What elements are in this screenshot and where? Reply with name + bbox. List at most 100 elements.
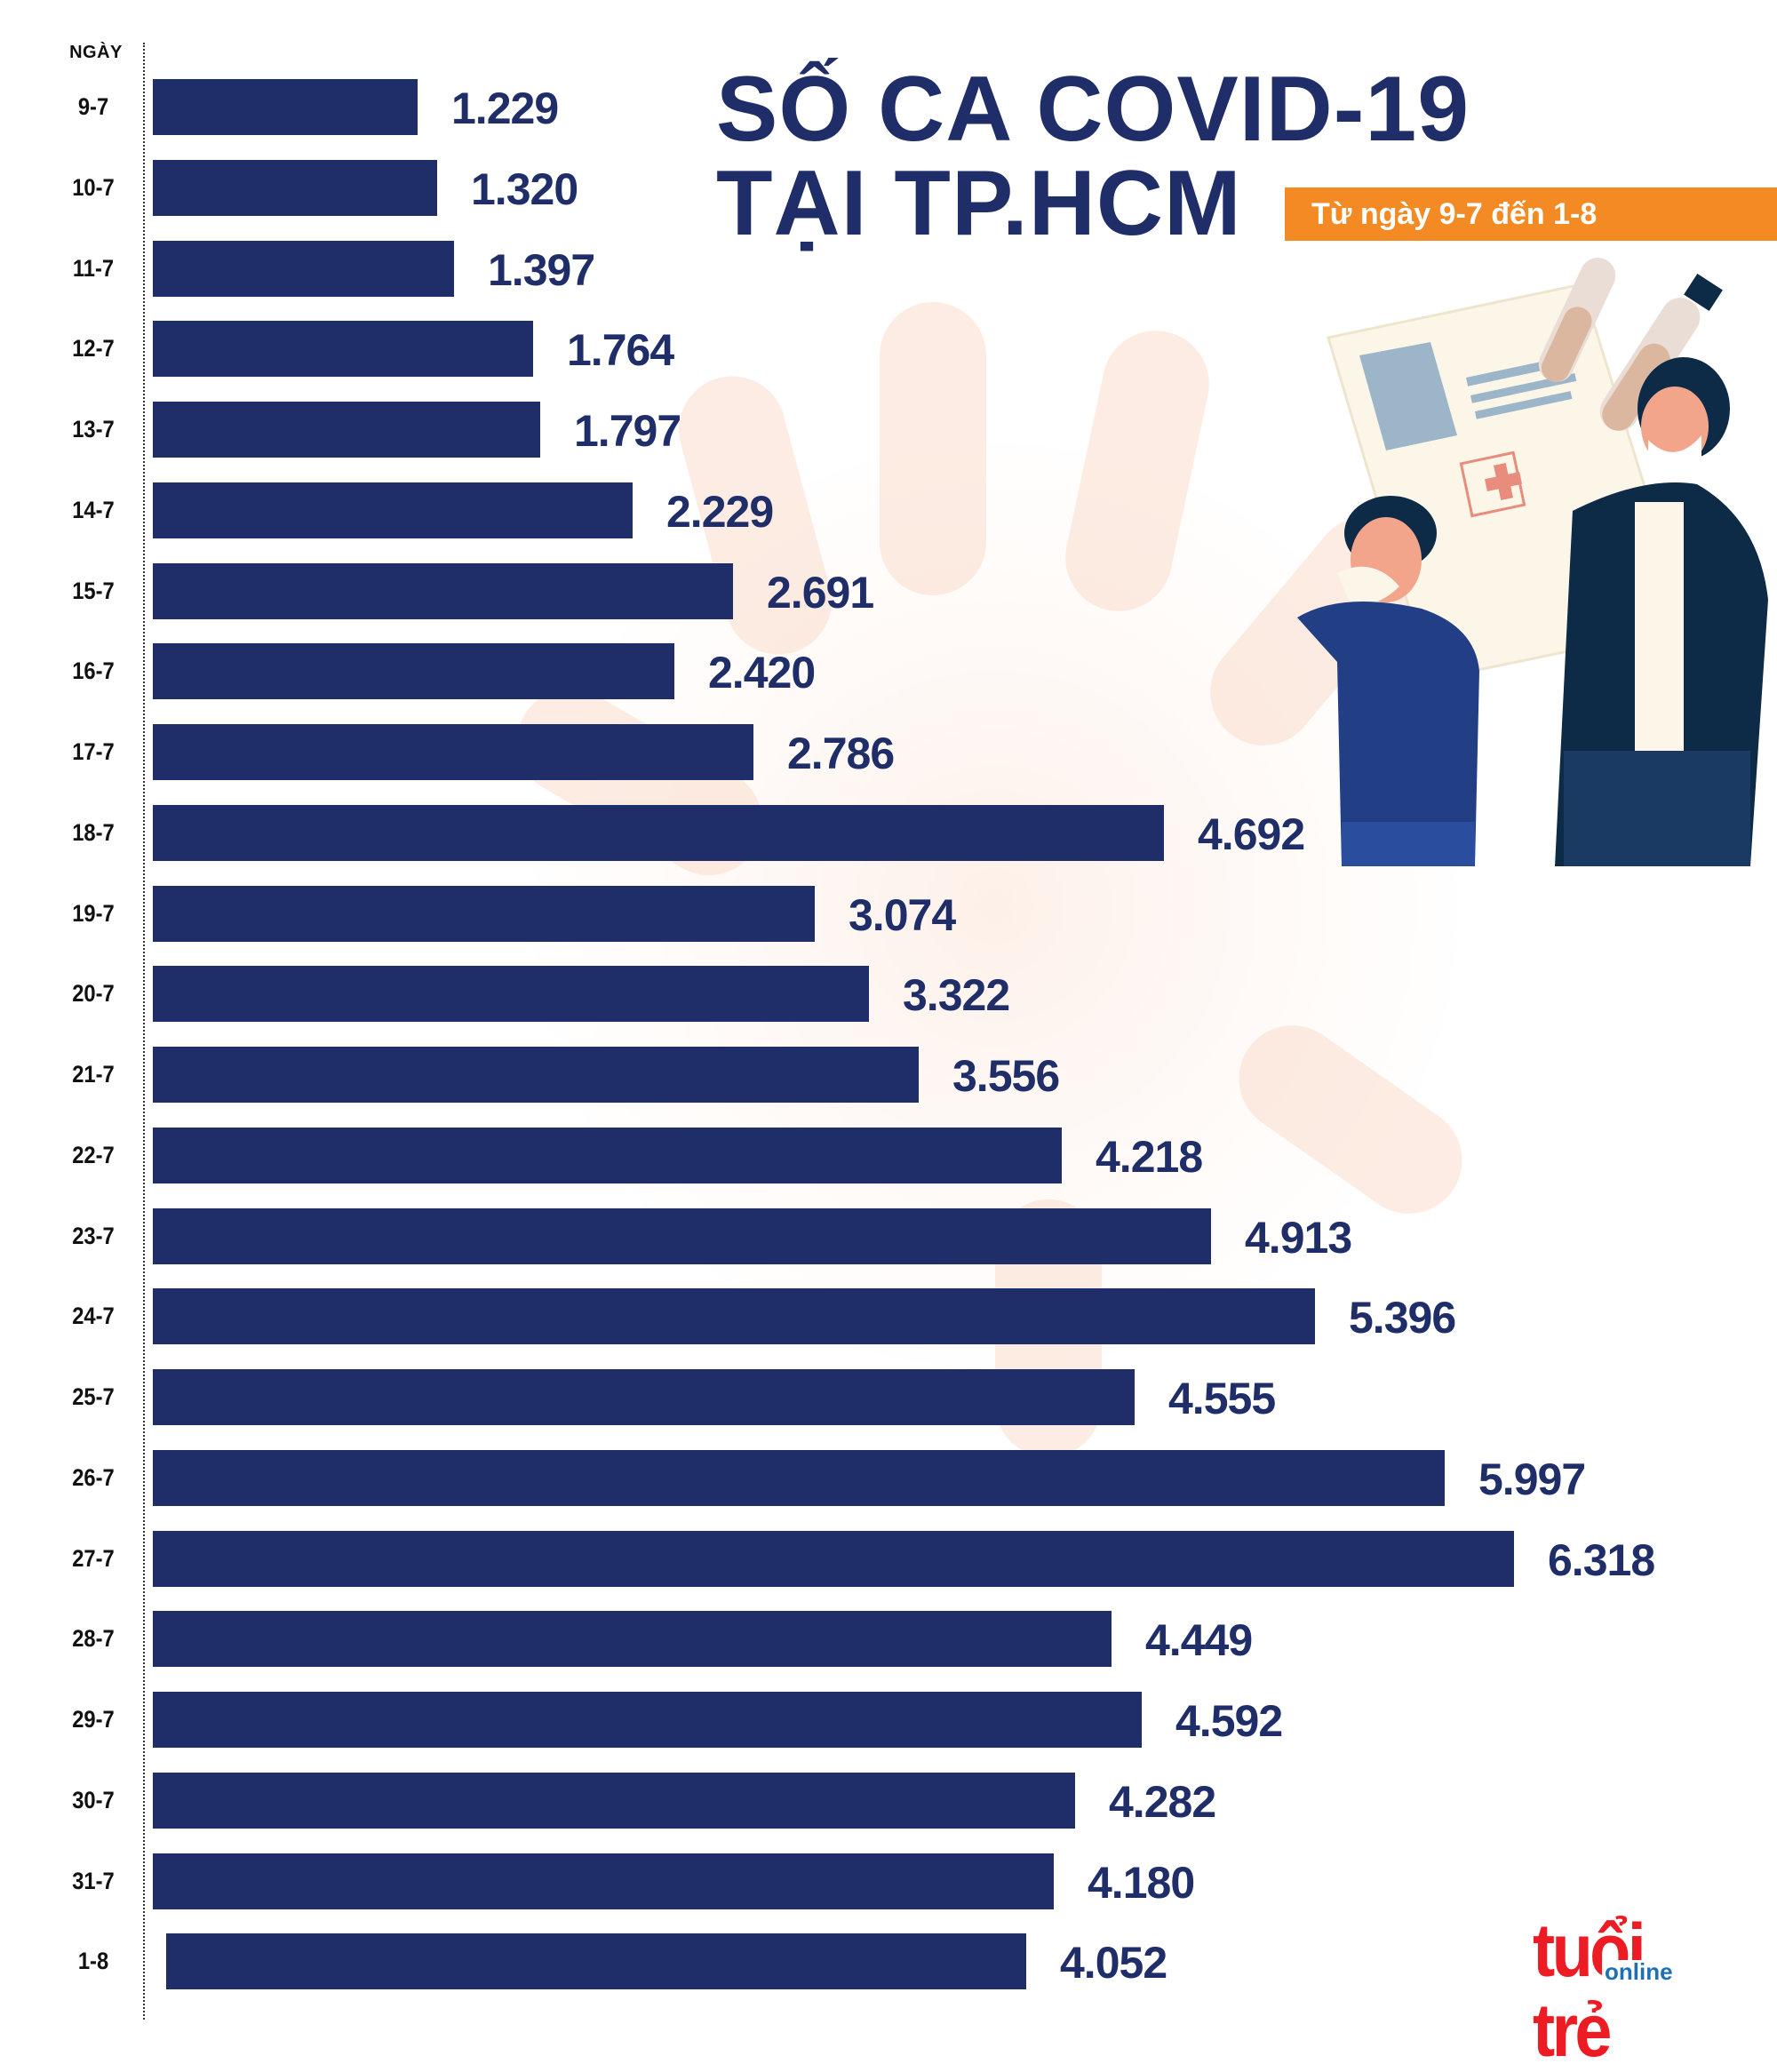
y-axis-dotted-line <box>143 43 145 2020</box>
bar-row: 17-7 2.786 <box>0 724 1777 780</box>
bar-row: 16-7 2.420 <box>0 643 1777 700</box>
bar-row: 9-7 1.229 <box>0 79 1777 135</box>
bar-row: 26-7 5.997 <box>0 1449 1777 1506</box>
woman-coughing-figure <box>1555 357 1768 866</box>
date-label: 16-7 <box>72 657 115 685</box>
bar-row: 18-7 4.692 <box>0 804 1777 861</box>
case-count-value: 2.420 <box>708 648 816 698</box>
case-count-value: 6.318 <box>1548 1534 1655 1585</box>
case-count-value: 4.692 <box>1198 809 1305 859</box>
date-label: 10-7 <box>72 173 115 201</box>
case-count-value: 3.074 <box>849 889 956 940</box>
case-count-value: 1.397 <box>488 244 595 295</box>
case-count-value: 4.555 <box>1168 1374 1276 1423</box>
bar-row: 19-7 3.074 <box>0 885 1777 942</box>
case-count-bar <box>153 1369 1135 1425</box>
case-count-value: 1.764 <box>567 325 674 376</box>
case-count-bar <box>153 1530 1514 1587</box>
case-count-value: 4.180 <box>1088 1857 1195 1908</box>
date-label: 1-8 <box>77 1948 109 1975</box>
case-count-bar <box>153 402 540 458</box>
case-count-value: 1.229 <box>451 84 559 133</box>
bar-row: 14-7 2.229 <box>0 482 1777 538</box>
date-label: 14-7 <box>72 496 115 523</box>
bar-row: 29-7 4.592 <box>0 1692 1777 1748</box>
title-line-2: TẠI TP.HCM <box>716 152 1242 255</box>
case-count-value: 2.229 <box>666 486 774 537</box>
case-count-bar <box>153 643 674 700</box>
case-count-bar <box>153 1772 1075 1829</box>
man-sneezing-figure <box>1297 496 1479 866</box>
case-count-value: 1.797 <box>574 406 681 456</box>
date-label: 13-7 <box>72 416 115 442</box>
case-count-value: 4.052 <box>1060 1938 1167 1988</box>
date-label: 25-7 <box>72 1383 115 1410</box>
date-label: 27-7 <box>72 1544 115 1572</box>
date-label: 17-7 <box>72 738 115 765</box>
case-count-bar <box>153 885 815 942</box>
case-count-bar <box>153 321 533 378</box>
bar-row: 22-7 4.218 <box>0 1127 1777 1183</box>
case-count-bar <box>153 1853 1054 1909</box>
bar-row: 13-7 1.797 <box>0 402 1777 458</box>
case-count-bar <box>153 79 418 135</box>
case-count-bar <box>153 724 753 780</box>
bar-row: 12-7 1.764 <box>0 321 1777 378</box>
case-count-value: 4.592 <box>1175 1696 1283 1746</box>
bar-row: 31-7 4.180 <box>0 1853 1777 1909</box>
bar-row: 20-7 3.322 <box>0 966 1777 1023</box>
case-count-bar <box>153 240 454 297</box>
date-label: 11-7 <box>72 254 115 282</box>
date-label: 18-7 <box>72 818 115 846</box>
case-count-value: 3.556 <box>952 1051 1060 1101</box>
bar-row: 21-7 3.556 <box>0 1047 1777 1103</box>
date-label: 23-7 <box>72 1222 115 1249</box>
logo-sub-text: online <box>1602 1960 1676 1983</box>
chart-title: SỐ CA COVID-19 TẠI TP.HCM <box>716 62 1470 251</box>
case-count-bar <box>153 1449 1445 1506</box>
date-label: 24-7 <box>72 1303 115 1330</box>
date-label: 19-7 <box>72 899 115 927</box>
bar-row: 10-7 1.320 <box>0 159 1777 216</box>
case-count-bar <box>153 1611 1112 1668</box>
bar-row: 15-7 2.691 <box>0 562 1777 619</box>
case-count-bar <box>153 1127 1062 1183</box>
case-count-value: 2.786 <box>787 729 895 778</box>
bar-row: 23-7 4.913 <box>0 1207 1777 1264</box>
case-count-value: 4.218 <box>1096 1131 1203 1182</box>
bar-row: 30-7 4.282 <box>0 1772 1777 1829</box>
bar-row: 28-7 4.449 <box>0 1611 1777 1668</box>
date-label: 15-7 <box>72 577 115 604</box>
case-count-bar <box>166 1933 1026 1990</box>
case-count-bar <box>153 804 1164 861</box>
case-count-bar <box>153 1207 1211 1264</box>
case-count-bar <box>153 482 633 538</box>
case-count-value: 2.691 <box>767 567 874 618</box>
case-count-value: 4.913 <box>1245 1212 1352 1263</box>
date-label: 26-7 <box>72 1463 115 1491</box>
case-count-value: 3.322 <box>903 970 1010 1021</box>
bar-row: 1-8 4.052 <box>0 1933 1777 1990</box>
date-label: 31-7 <box>72 1867 115 1894</box>
case-count-value: 4.449 <box>1145 1615 1253 1666</box>
logo-main-text: tuổi trẻ <box>1533 1909 1646 2072</box>
test-tubes-icon <box>1538 258 1723 431</box>
case-count-bar <box>153 159 437 216</box>
bar-row: 11-7 1.397 <box>0 240 1777 297</box>
case-count-value: 5.997 <box>1478 1454 1586 1504</box>
case-count-bar <box>153 562 733 619</box>
date-label: 22-7 <box>72 1141 115 1168</box>
date-label: 30-7 <box>72 1786 115 1813</box>
case-count-bar <box>153 1692 1142 1748</box>
date-label: 12-7 <box>72 335 115 363</box>
case-count-value: 4.282 <box>1109 1776 1216 1827</box>
date-label: 29-7 <box>72 1706 115 1733</box>
title-line-1: SỐ CA COVID-19 <box>716 58 1470 161</box>
date-range-text: Từ ngày 9-7 đến 1-8 <box>1311 196 1598 231</box>
date-label: 21-7 <box>72 1061 115 1088</box>
date-label: 9-7 <box>77 93 109 120</box>
people-coughing-illustration <box>1297 258 1768 866</box>
case-count-bar <box>153 966 869 1023</box>
tuoi-tre-online-logo: tuổi trẻ online <box>1533 1910 1746 2070</box>
bar-row: 27-7 6.318 <box>0 1530 1777 1587</box>
